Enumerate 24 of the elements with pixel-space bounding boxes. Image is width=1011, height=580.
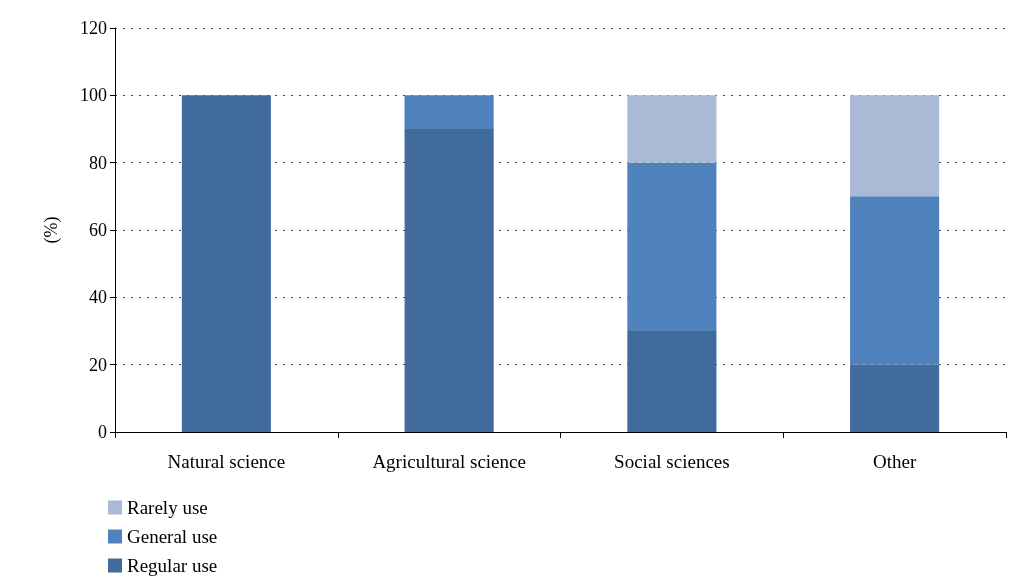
bar — [627, 331, 717, 432]
bar — [850, 95, 940, 197]
y-tick-label: 80 — [89, 152, 107, 173]
bar — [404, 95, 494, 129]
bar — [627, 162, 717, 331]
x-tick-label: Natural science — [167, 451, 286, 472]
y-tick-label: 120 — [80, 18, 107, 38]
y-tick-label: 100 — [80, 85, 107, 106]
legend-label: Rarely use — [127, 497, 208, 518]
y-tick-label: 40 — [89, 287, 107, 308]
legend-label: General use — [127, 526, 218, 547]
y-tick-label: 20 — [89, 354, 107, 375]
x-tick-label: Social sciences — [614, 451, 730, 472]
bar — [850, 364, 940, 432]
bar — [850, 196, 940, 365]
bar — [627, 95, 717, 163]
x-tick-label: Other — [872, 451, 917, 472]
y-axis-title: (%) — [41, 216, 62, 244]
x-tick-label: Agricultural science — [372, 451, 526, 472]
bar — [181, 95, 271, 432]
y-tick-label: 0 — [98, 422, 107, 442]
bar — [404, 129, 494, 432]
y-tick-label: 60 — [89, 220, 107, 240]
legend-label: Regular use — [127, 555, 218, 576]
